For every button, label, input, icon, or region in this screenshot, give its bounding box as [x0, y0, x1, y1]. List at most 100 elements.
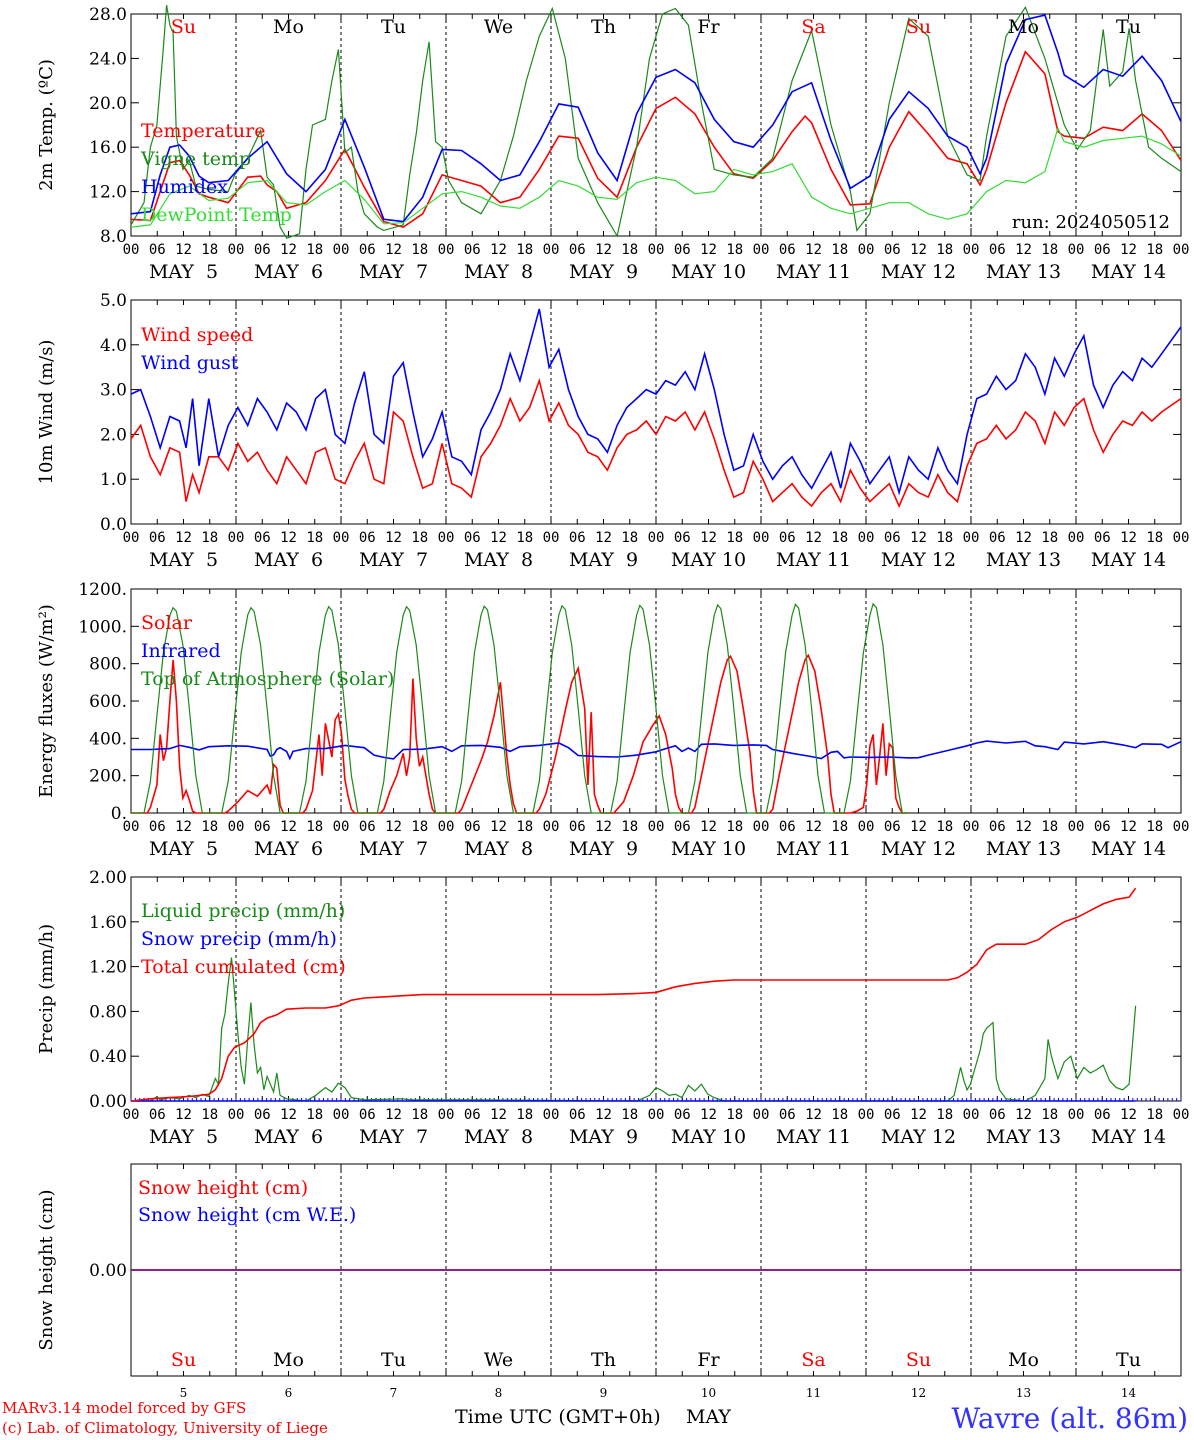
- date-label: MAY 6: [254, 1126, 323, 1148]
- hour-label: 00: [858, 819, 875, 835]
- hour-label: 00: [1068, 819, 1085, 835]
- hour-label: 12: [1120, 242, 1137, 258]
- hour-label: 12: [385, 242, 402, 258]
- hour-label: 12: [1015, 242, 1032, 258]
- hour-label: 18: [1041, 1107, 1058, 1123]
- hour-label: 00: [228, 530, 245, 546]
- hour-label: 00: [543, 819, 560, 835]
- y-tick-label: 0.80: [89, 1002, 127, 1022]
- hour-label: 18: [621, 242, 638, 258]
- y-axis-label: 10m Wind (m/s): [36, 340, 57, 485]
- hour-label: 00: [963, 242, 980, 258]
- hour-label: 00: [543, 1107, 560, 1123]
- y-tick-label: 20.0: [89, 94, 127, 114]
- hour-label: 06: [989, 1107, 1006, 1123]
- hour-label: 18: [936, 242, 953, 258]
- chart-panel-4: 0.00 0.40 0.80 1.20 1.60 2.00 Precip (mm/h) Liq…: [36, 868, 1189, 1148]
- y-tick-label: 4.0: [100, 336, 127, 356]
- hour-label: 18: [621, 1107, 638, 1123]
- hour-label: 06: [464, 530, 481, 546]
- date-label: MAY 5: [149, 261, 218, 283]
- station-label: Wavre (alt. 86m): [952, 1402, 1188, 1435]
- hour-label: 00: [1068, 1107, 1085, 1123]
- hour-label: 00: [1173, 1107, 1190, 1123]
- series-line: [131, 602, 909, 814]
- hour-label: 12: [490, 819, 507, 835]
- hour-label: 06: [149, 242, 166, 258]
- hour-label: 18: [936, 819, 953, 835]
- date-label: MAY 6: [254, 261, 323, 283]
- y-tick-label: 0.00: [89, 1092, 127, 1112]
- hour-label: 06: [884, 530, 901, 546]
- y-tick-label: 8.0: [100, 227, 127, 247]
- hour-label: 06: [674, 1107, 691, 1123]
- hour-label: 00: [228, 242, 245, 258]
- hour-label: 00: [438, 242, 455, 258]
- hour-label: 12: [805, 530, 822, 546]
- hour-label: 00: [438, 819, 455, 835]
- day-number-label: 11: [806, 1386, 821, 1400]
- weekday-label: Mo: [1008, 1349, 1039, 1371]
- hour-label: 12: [1015, 530, 1032, 546]
- legend-entry: Wind gust: [141, 352, 239, 374]
- day-number-label: 10: [701, 1386, 716, 1400]
- hour-label: 06: [989, 819, 1006, 835]
- date-label: MAY 6: [254, 838, 323, 860]
- hour-label: 18: [1041, 819, 1058, 835]
- hour-label: 18: [201, 242, 218, 258]
- date-label: MAY 7: [359, 261, 428, 283]
- x-axis-month: MAY: [686, 1406, 731, 1428]
- credit-line-2: (c) Lab. of Climatology, University of L…: [2, 1419, 328, 1437]
- series-line: [130, 308, 1182, 496]
- day-number-label: 7: [390, 1386, 398, 1400]
- hour-label: 12: [700, 819, 717, 835]
- day-number-label: 12: [911, 1386, 926, 1400]
- hour-label: 00: [753, 1107, 770, 1123]
- hour-label: 00: [963, 1107, 980, 1123]
- series-line: [131, 740, 1182, 761]
- weekday-label: Tu: [381, 1349, 406, 1371]
- hour-label: 00: [648, 819, 665, 835]
- hour-label: 00: [228, 819, 245, 835]
- hour-label: 00: [333, 242, 350, 258]
- hour-label: 06: [1094, 819, 1111, 835]
- hour-label: 18: [516, 242, 533, 258]
- hour-label: 06: [884, 242, 901, 258]
- date-label: MAY 5: [149, 838, 218, 860]
- x-axis-label: Time UTC (GMT+0h): [455, 1406, 661, 1428]
- legend-entry: Liquid precip (mm/h): [141, 900, 345, 922]
- legend-entry: Snow precip (mm/h): [141, 928, 337, 950]
- chart-panel-5: 0.00 Snow height (cm) Snow height (cm) Snow…: [36, 1163, 1182, 1400]
- hour-label: 18: [621, 530, 638, 546]
- hour-label: 06: [569, 530, 586, 546]
- credit-line-1: MARv3.14 model forced by GFS: [2, 1399, 246, 1417]
- hour-label: 12: [595, 242, 612, 258]
- weekday-label: Su: [906, 1349, 931, 1371]
- date-label: MAY 9: [569, 1126, 638, 1148]
- hour-label: 18: [411, 819, 428, 835]
- hour-label: 12: [595, 530, 612, 546]
- hour-label: 00: [1173, 530, 1190, 546]
- hour-label: 00: [333, 530, 350, 546]
- hour-label: 12: [280, 819, 297, 835]
- date-label: MAY 9: [569, 838, 638, 860]
- series-line: [130, 126, 1182, 228]
- hour-label: 12: [385, 530, 402, 546]
- hour-label: 00: [333, 819, 350, 835]
- weekday-label: Tu: [1116, 1349, 1141, 1371]
- hour-label: 00: [438, 1107, 455, 1123]
- legend-entry: Snow height (cm W.E.): [138, 1204, 356, 1226]
- date-label: MAY 14: [1091, 1126, 1166, 1148]
- hour-label: 06: [674, 819, 691, 835]
- y-tick-label: 1.0: [100, 470, 127, 490]
- panel-frame: [130, 588, 1182, 814]
- hour-label: 12: [700, 1107, 717, 1123]
- legend-entry: Temperature: [141, 120, 265, 142]
- hour-label: 06: [569, 819, 586, 835]
- hour-label: 00: [648, 1107, 665, 1123]
- date-label: MAY 14: [1091, 549, 1166, 571]
- hour-label: 18: [516, 530, 533, 546]
- hour-label: 06: [779, 1107, 796, 1123]
- hour-label: 18: [1146, 1107, 1163, 1123]
- y-axis-label: Snow height (cm): [36, 1189, 57, 1350]
